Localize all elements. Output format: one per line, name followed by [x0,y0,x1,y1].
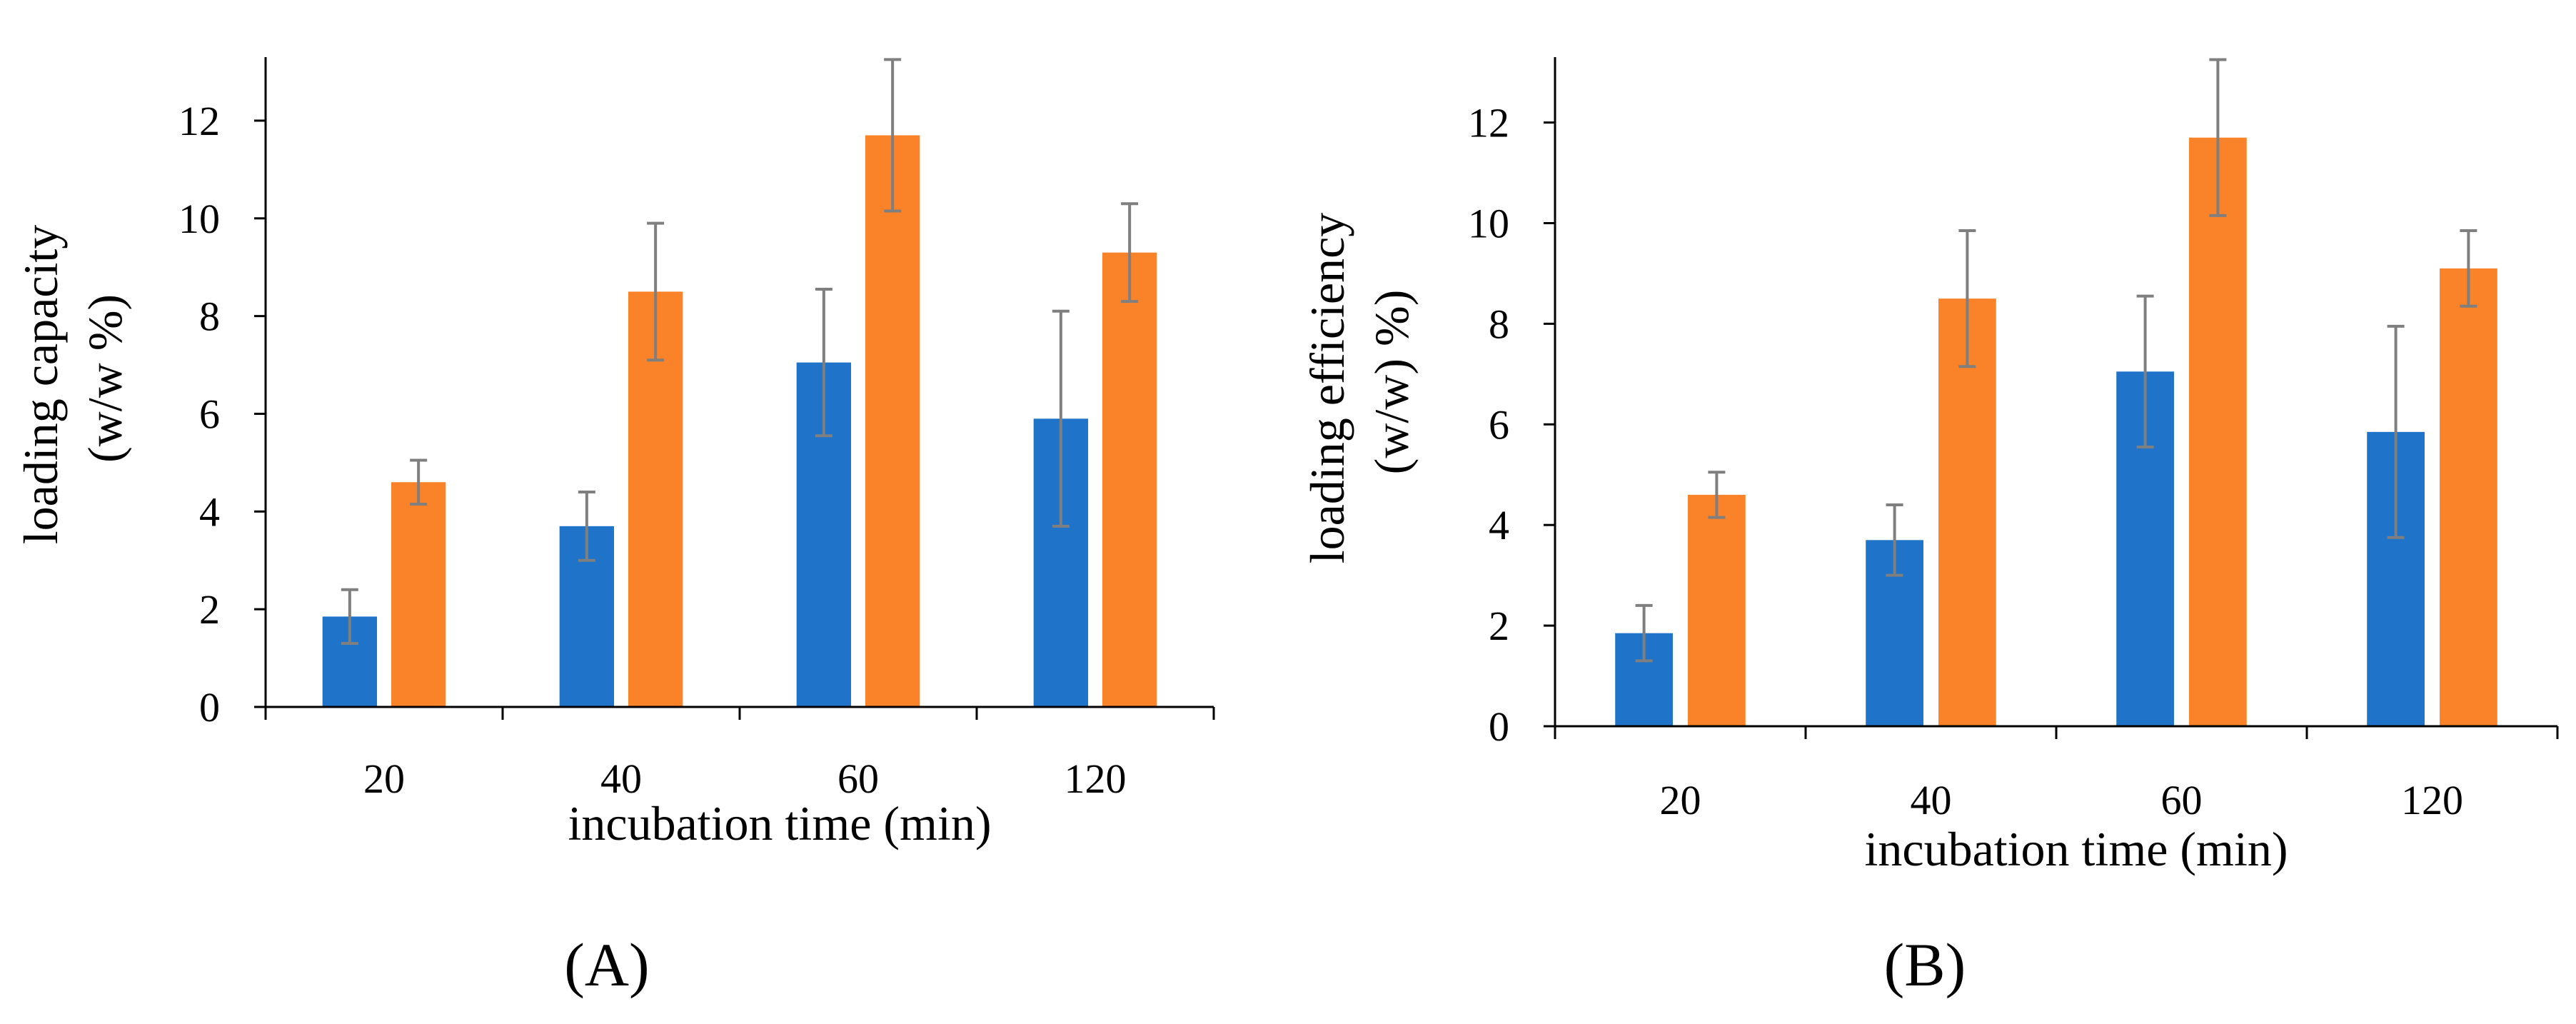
chart-b-x-tick-label: 40 [1911,777,1952,823]
chart-a-y-axis-title-line-2: (w/w %) [78,294,132,463]
chart-a-y-tick-label: 8 [199,293,220,340]
chart-b-y-tick-label: 6 [1489,401,1509,448]
chart-a-panel-label: (A) [564,930,649,999]
chart-panel-b: 0 2 4 6 8 10 12 20 40 60 120 incubation time (min… [1300,57,2559,999]
chart-b-panel-label: (B) [1884,930,1966,999]
chart-a-x-ticks: 20 40 60 120 [264,707,1215,802]
chart-a-y-tick-label: 10 [178,196,220,242]
chart-b-y-ticks: 0 2 4 6 8 10 12 [1468,100,1555,750]
chart-a-y-tick-label: 4 [199,488,220,535]
chart-b-y-tick-label: 0 [1489,703,1509,750]
chart-b-y-tick-label: 8 [1489,301,1509,347]
chart-b-y-tick-label: 4 [1489,502,1509,548]
chart-b-y-tick-label: 12 [1468,100,1509,146]
chart-b-x-tick-label: 120 [2401,777,2463,823]
chart-b-y-axis-title-line-1: loading efficiency [1300,213,1354,564]
chart-a-x-tick-label: 120 [1065,756,1127,802]
chart-b-y-axis-title: loading efficiency (w/w) %) [1300,201,1419,564]
chart-b-x-axis-title: incubation time (min) [1865,822,2288,876]
chart-a-y-ticks: 0 2 4 6 8 10 12 [178,98,266,731]
chart-b-marks [1615,58,2497,726]
chart-a-x-axis-title: incubation time (min) [568,796,992,850]
chart-a-marks [322,58,1157,708]
chart-b-bar-s2-40 [1938,298,1996,726]
chart-b-bar-s2-120 [2440,268,2497,726]
chart-b-bar-s2-60 [2189,137,2247,726]
chart-a-x-tick-label: 20 [363,756,405,802]
chart-a-x-tick-label: 60 [837,756,879,802]
chart-a-y-tick-label: 12 [178,98,220,144]
chart-b-bar-s2-20 [1688,494,1746,726]
chart-a-y-axis-title-line-1: loading capacity [14,225,68,544]
chart-a-x-tick-label: 40 [600,756,642,802]
chart-a-y-tick-label: 0 [199,684,220,731]
chart-a-y-axis-title: loading capacity (w/w %) [14,213,132,544]
chart-b-x-tick-label: 60 [2161,777,2203,823]
chart-a-bar-s2-60 [865,135,920,707]
chart-a-bar-s2-120 [1102,252,1157,707]
chart-b-y-axis-title-line-2: (w/w) %) [1364,290,1419,475]
chart-a-y-tick-label: 2 [199,586,220,633]
chart-b-y-tick-label: 10 [1468,200,1509,246]
chart-b-x-ticks: 20 40 60 120 [1554,726,2559,823]
chart-b-x-tick-label: 20 [1660,777,1701,823]
chart-b-y-tick-label: 2 [1489,603,1509,649]
chart-a-bar-s2-20 [391,482,446,707]
chart-panel-a: 0 2 4 6 8 10 12 20 40 60 120 incubation time (min… [14,57,1215,999]
chart-a-y-tick-label: 6 [199,391,220,437]
